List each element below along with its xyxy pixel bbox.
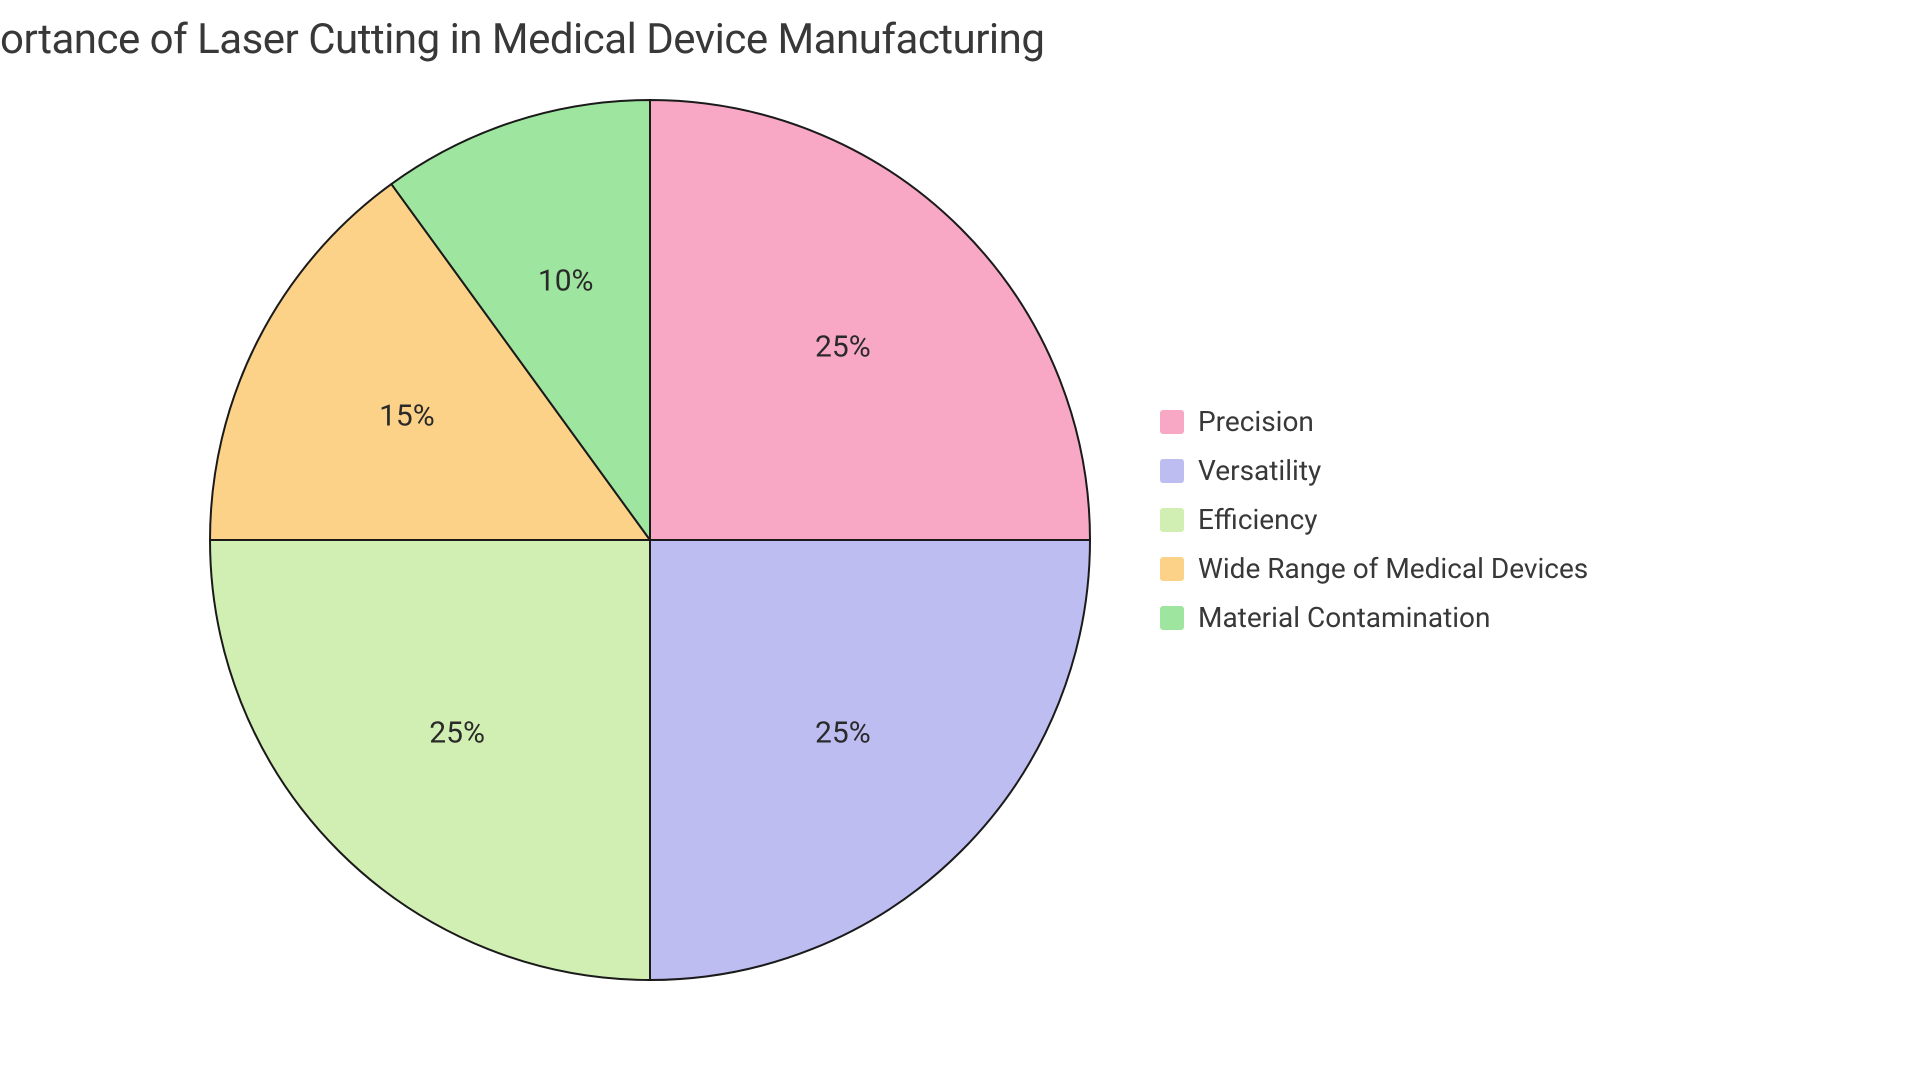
slice-percent-label: 25%	[815, 330, 871, 365]
pie-slice	[650, 100, 1090, 540]
legend-item: Material Contamination	[1160, 601, 1588, 634]
legend-item: Efficiency	[1160, 503, 1588, 536]
legend-label: Precision	[1198, 405, 1314, 438]
legend: Precision Versatility Efficiency Wide Range…	[1160, 405, 1588, 634]
legend-swatch	[1160, 410, 1184, 434]
legend-label: Versatility	[1198, 454, 1321, 487]
legend-swatch	[1160, 606, 1184, 630]
legend-item: Versatility	[1160, 454, 1588, 487]
pie-slice	[650, 540, 1090, 980]
legend-label: Efficiency	[1198, 503, 1318, 536]
legend-swatch	[1160, 459, 1184, 483]
slice-percent-label: 25%	[429, 715, 485, 750]
legend-item: Precision	[1160, 405, 1588, 438]
slice-percent-label: 25%	[815, 715, 871, 750]
chart-title: ortance of Laser Cutting in Medical Devi…	[0, 15, 1044, 64]
pie-chart	[200, 90, 1100, 990]
slice-percent-label: 15%	[379, 399, 435, 434]
slice-percent-label: 10%	[538, 263, 594, 298]
legend-item: Wide Range of Medical Devices	[1160, 552, 1588, 585]
legend-swatch	[1160, 557, 1184, 581]
legend-label: Material Contamination	[1198, 601, 1490, 634]
legend-swatch	[1160, 508, 1184, 532]
pie-slice	[210, 540, 650, 980]
legend-label: Wide Range of Medical Devices	[1198, 552, 1588, 585]
